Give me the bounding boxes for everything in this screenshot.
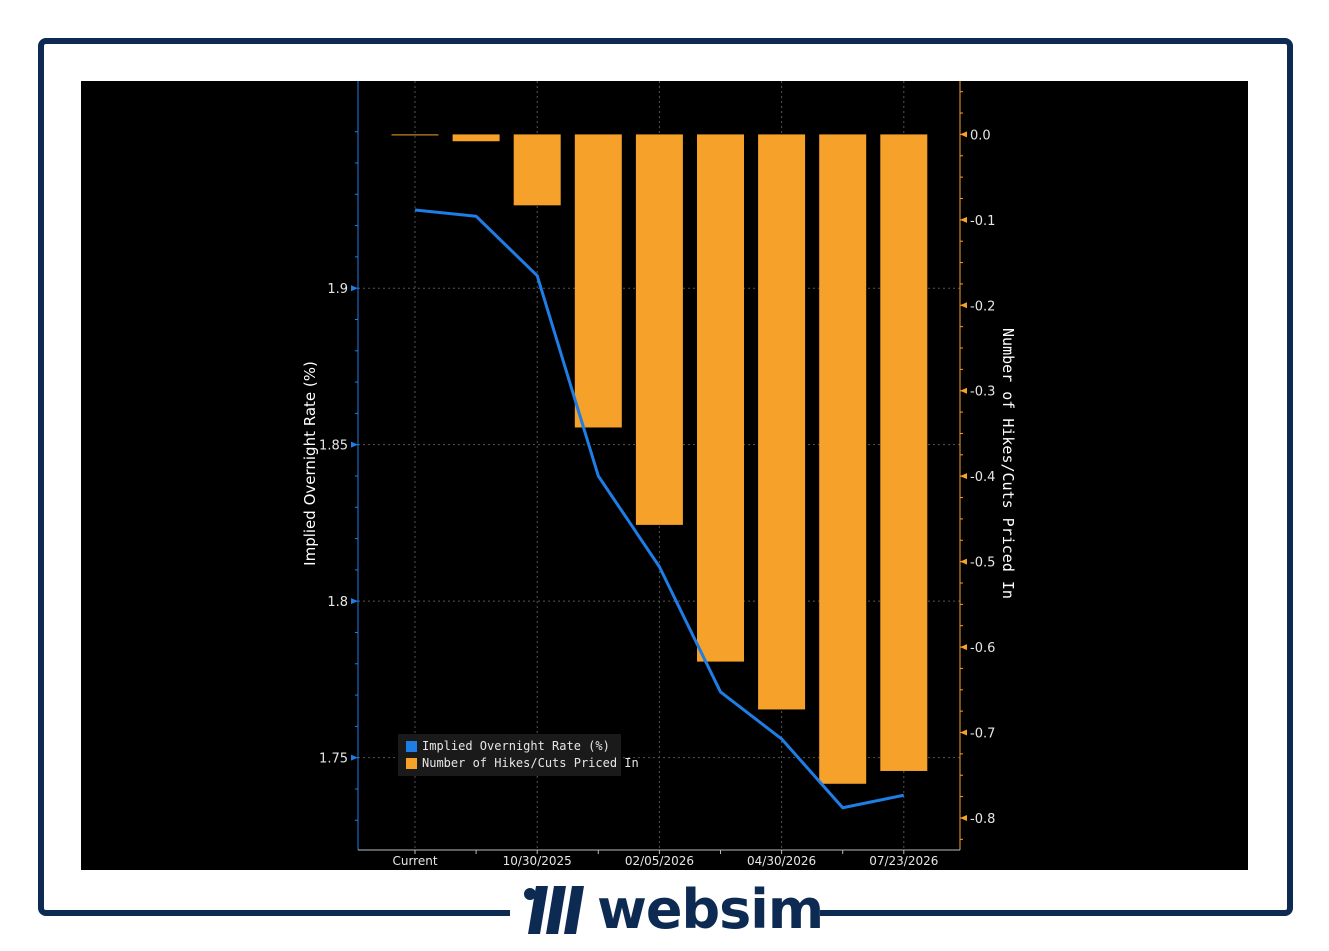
left-tick-label: 1.75	[319, 752, 348, 767]
bar	[635, 134, 683, 525]
legend-label-rate: Implied Overnight Rate (%)	[422, 739, 610, 753]
legend-swatch-hikes	[406, 757, 417, 769]
right-axis-title: Number of Hikes/Cuts Priced In	[999, 328, 1017, 599]
x-tick-label: 07/23/2026	[869, 854, 938, 868]
left-tick-label: 1.9	[327, 282, 348, 297]
right-tick-label: -0.7	[970, 727, 995, 742]
left-tick	[351, 285, 358, 292]
right-tick-label: 0.0	[970, 128, 991, 143]
legend-item-rate: Implied Overnight Rate (%)	[406, 738, 610, 754]
right-tick	[960, 302, 967, 309]
legend-swatch-rate	[406, 740, 417, 752]
websim-logo-icon	[524, 886, 584, 934]
chart-legend: Implied Overnight Rate (%) Number of Hik…	[398, 734, 639, 776]
bar	[391, 134, 439, 136]
chart-panel: 1.75 1.8 1.85 1.9 0.0 -0.1 -0.2 -0.3 -0.4 -0.5 -0.…	[81, 81, 1248, 870]
left-tick-label: 1.85	[319, 439, 348, 454]
left-tick	[351, 441, 358, 448]
left-tick-label: 1.8	[327, 595, 348, 610]
bar	[697, 134, 744, 662]
legend-item-hikes: Number of Hikes/Cuts Priced In	[406, 755, 639, 771]
rate-line	[414, 208, 905, 810]
right-tick-label: -0.3	[970, 385, 995, 400]
bar	[819, 134, 867, 784]
chart-svg: 1.75 1.8 1.85 1.9 0.0 -0.1 -0.2 -0.3 -0.4 -0.5 -0.…	[301, 81, 1017, 868]
right-tick-label: -0.2	[970, 299, 995, 314]
x-tick-label: 10/30/2025	[503, 854, 572, 868]
left-axis-title: Implied Overnight Rate (%)	[301, 361, 319, 566]
x-tick-label: Current	[392, 854, 437, 868]
websim-logo-text: websim	[597, 878, 824, 941]
x-tick-label: 02/05/2026	[625, 854, 694, 868]
left-tick	[351, 598, 358, 605]
right-tick	[960, 216, 967, 223]
right-tick	[960, 814, 967, 821]
bar	[452, 134, 500, 142]
bar	[574, 134, 622, 428]
legend-label-hikes: Number of Hikes/Cuts Priced In	[422, 756, 639, 770]
x-tick-label: 04/30/2026	[747, 854, 816, 868]
left-tick	[351, 754, 358, 761]
right-tick-label: -0.5	[970, 556, 995, 571]
bar	[513, 134, 561, 206]
bar	[758, 134, 806, 710]
right-tick	[960, 131, 967, 138]
right-tick	[960, 729, 967, 736]
right-tick-label: -0.6	[970, 641, 995, 656]
right-tick	[960, 558, 967, 565]
right-tick	[960, 473, 967, 480]
right-tick-label: -0.4	[970, 470, 995, 485]
bar	[880, 134, 928, 771]
right-tick	[960, 387, 967, 394]
right-tick	[960, 644, 967, 651]
right-tick-label: -0.1	[970, 214, 995, 229]
right-tick-label: -0.8	[970, 812, 995, 827]
